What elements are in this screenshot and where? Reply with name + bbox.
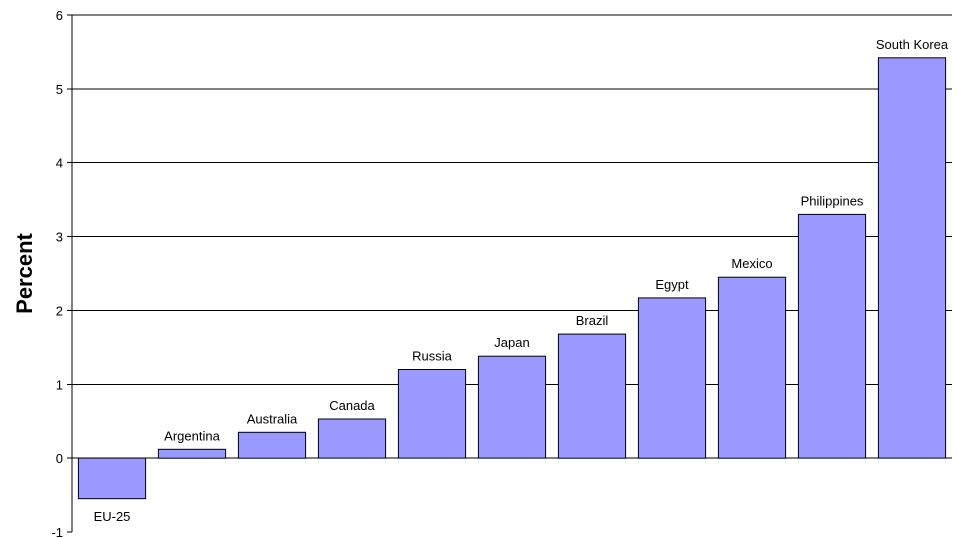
bar — [237, 431, 307, 459]
category-label: Egypt — [655, 277, 689, 292]
bar — [157, 448, 227, 459]
category-label: Mexico — [731, 256, 772, 271]
category-label: Canada — [329, 398, 375, 413]
category-label: Argentina — [164, 428, 220, 443]
bar — [77, 457, 147, 500]
category-labels: EU-25 Argentina Australia Canada Russia Japan… — [94, 37, 949, 524]
y-tick-label: -1 — [51, 525, 63, 538]
y-tick-label: 4 — [56, 156, 63, 171]
bars — [77, 57, 947, 500]
y-tick-label: 3 — [56, 230, 63, 245]
category-label: Russia — [412, 349, 453, 364]
y-tick-label: 6 — [56, 8, 63, 23]
y-tick-label: 1 — [56, 377, 63, 392]
y-tick-label: 2 — [56, 303, 63, 318]
category-label: Brazil — [576, 313, 609, 328]
y-axis-title: Percent — [12, 232, 37, 313]
bar — [797, 213, 867, 459]
bar — [477, 355, 547, 459]
y-tick-labels: -1 0 1 2 3 4 5 6 — [51, 8, 63, 538]
bar — [717, 276, 787, 459]
y-tick-label: 5 — [56, 82, 63, 97]
category-label: Australia — [247, 411, 298, 426]
bar — [397, 369, 467, 459]
gridlines — [72, 14, 952, 459]
category-label: Japan — [494, 335, 529, 350]
bar — [637, 297, 707, 459]
category-label: South Korea — [876, 37, 949, 52]
bar — [877, 57, 947, 459]
bar — [557, 333, 627, 459]
bar — [317, 418, 387, 459]
category-label: Philippines — [801, 193, 864, 208]
y-tick-label: 0 — [56, 451, 63, 466]
category-label: EU-25 — [94, 509, 131, 524]
